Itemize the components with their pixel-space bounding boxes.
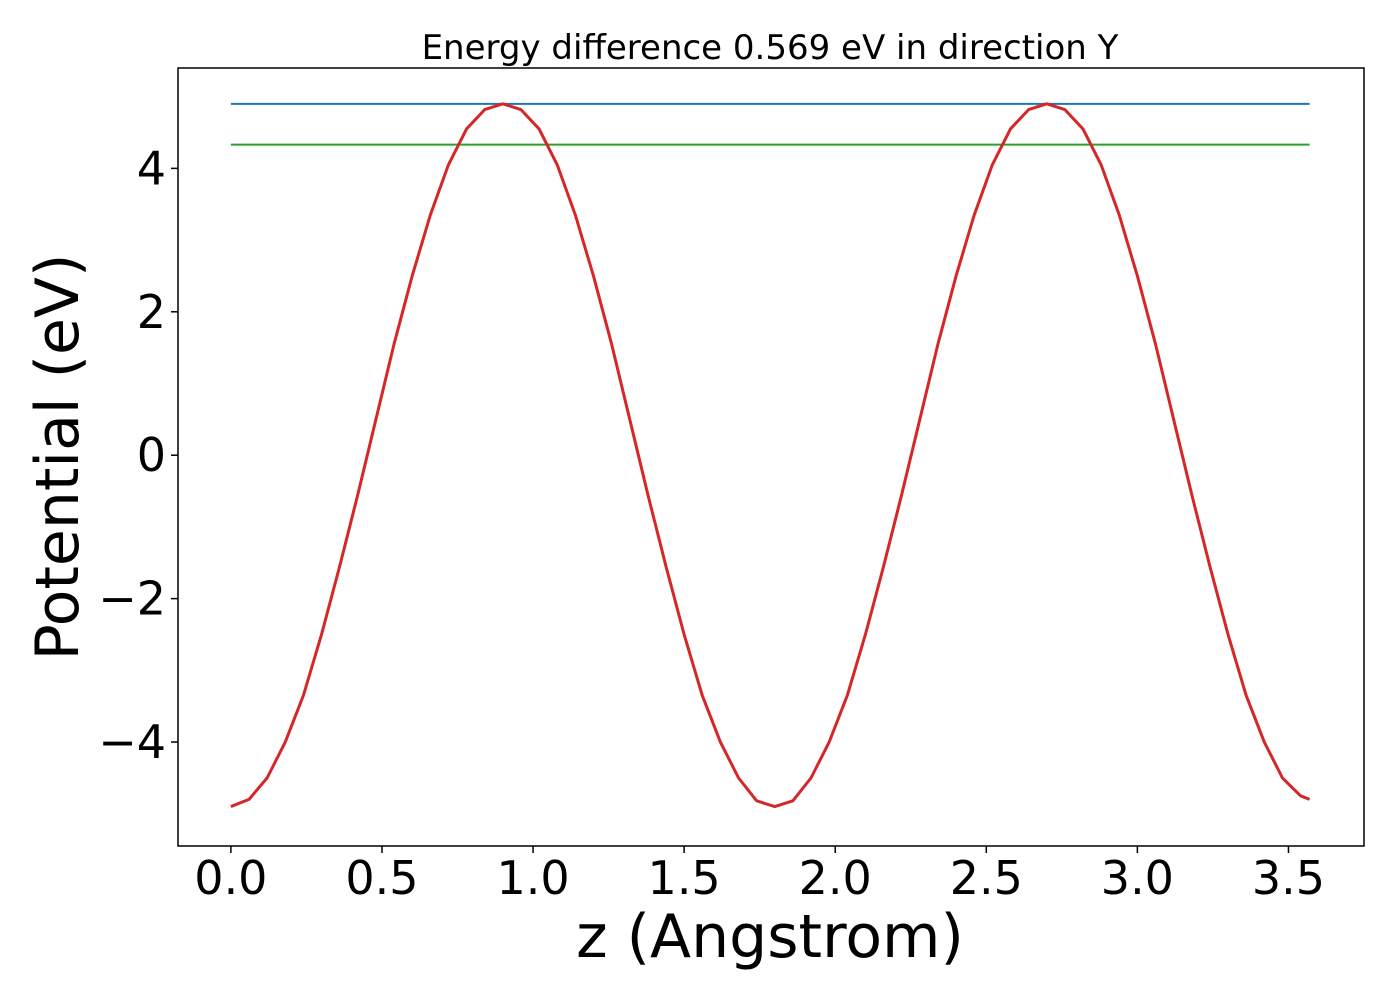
series-line-0 (230, 102, 1311, 809)
x-axis-label: z (Angstrom) (576, 902, 964, 972)
x-tick-label: 0.0 (194, 851, 267, 905)
x-tick-label: 2.0 (799, 851, 872, 905)
y-tick-label: 4 (137, 141, 166, 195)
x-tick-label: 1.0 (496, 851, 569, 905)
y-tick-label: −4 (98, 715, 166, 769)
plot-frame (177, 67, 1365, 847)
x-tick-label: 2.5 (950, 851, 1023, 905)
chart-title: Energy difference 0.569 eV in direction … (422, 28, 1119, 68)
x-tick-label: 1.5 (648, 851, 721, 905)
x-ticks-group: 0.0 0.5 1.0 1.5 2.0 2.5 3.0 3.5 (194, 846, 1325, 905)
hlines-group (230, 102, 1310, 146)
y-axis-label: Potential (eV) (23, 254, 93, 661)
x-tick-label: 3.5 (1252, 851, 1325, 905)
series-group (230, 102, 1311, 809)
y-tick-label: −2 (98, 572, 166, 626)
x-tick-label: 3.0 (1101, 851, 1174, 905)
x-tick-label: 0.5 (345, 851, 418, 905)
y-tick-label: 2 (137, 285, 166, 339)
y-ticks-group: −4 −2 0 2 4 (98, 141, 178, 769)
y-tick-label: 0 (137, 428, 166, 482)
